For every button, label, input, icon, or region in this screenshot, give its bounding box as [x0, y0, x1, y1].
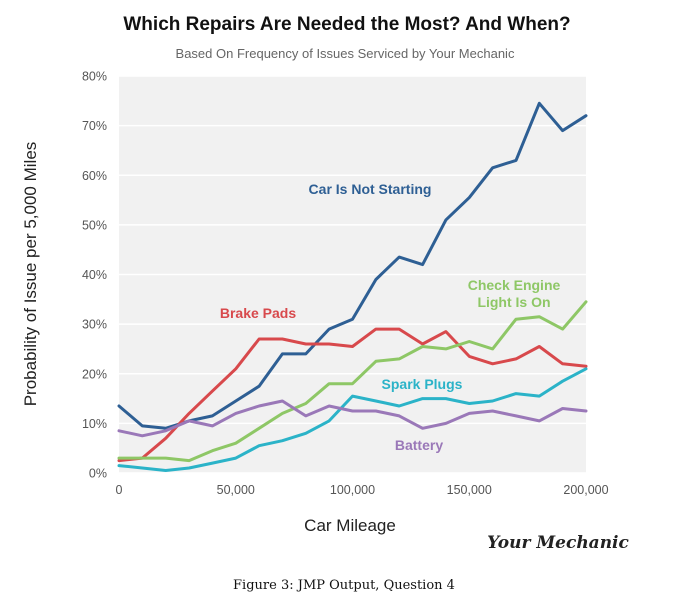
- series-line-check-engine: [117, 300, 588, 463]
- series-label-battery: Battery: [395, 437, 443, 453]
- series-labels: Car Is Not Starting Brake Pads Check Engin…: [220, 181, 561, 453]
- y-tick-label: 80%: [82, 70, 107, 84]
- chart-subtitle: Based On Frequency of Issues Serviced by…: [176, 46, 515, 61]
- series-label-check-engine: Light Is On: [477, 294, 550, 310]
- x-tick-label: 150,000: [447, 483, 492, 497]
- series-lines: [117, 101, 588, 472]
- series-label-brake-pads: Brake Pads: [220, 305, 296, 321]
- y-tick-label: 50%: [82, 218, 107, 232]
- x-tick-label: 50,000: [217, 483, 255, 497]
- series-label-spark-plugs: Spark Plugs: [382, 376, 463, 392]
- figure-caption: Figure 3: JMP Output, Question 4: [233, 578, 455, 593]
- y-tick-label: 60%: [82, 169, 107, 183]
- x-tick-label: 0: [116, 483, 123, 497]
- x-tick-label: 100,000: [330, 483, 375, 497]
- y-tick-label: 20%: [82, 367, 107, 381]
- x-axis-label: Car Mileage: [304, 516, 396, 535]
- chart-title: Which Repairs Are Needed the Most? And W…: [123, 14, 570, 35]
- series-label-car-not-starting: Car Is Not Starting: [309, 181, 432, 197]
- y-tick-label: 40%: [82, 268, 107, 282]
- y-axis-label: Probability of Issue per 5,000 Miles: [21, 142, 40, 407]
- series-line-brake-pads: [117, 327, 588, 463]
- y-tick-label: 30%: [82, 318, 107, 332]
- y-tick-label: 0%: [89, 467, 107, 481]
- series-line-car-not-starting: [117, 101, 588, 430]
- series-label-check-engine: Check Engine: [468, 277, 561, 293]
- brand-logo: Your Mechanic: [487, 533, 629, 553]
- x-tick-labels: 0 50,000 100,000 150,000 200,000: [116, 483, 609, 497]
- gridlines: [119, 75, 586, 474]
- y-tick-labels: 0% 10% 20% 30% 40% 50% 60% 70% 80%: [82, 70, 107, 481]
- series-line-battery: [117, 399, 588, 438]
- series-line-spark-plugs: [117, 367, 588, 472]
- y-tick-label: 10%: [82, 417, 107, 431]
- x-tick-label: 200,000: [563, 483, 608, 497]
- y-tick-label: 70%: [82, 119, 107, 133]
